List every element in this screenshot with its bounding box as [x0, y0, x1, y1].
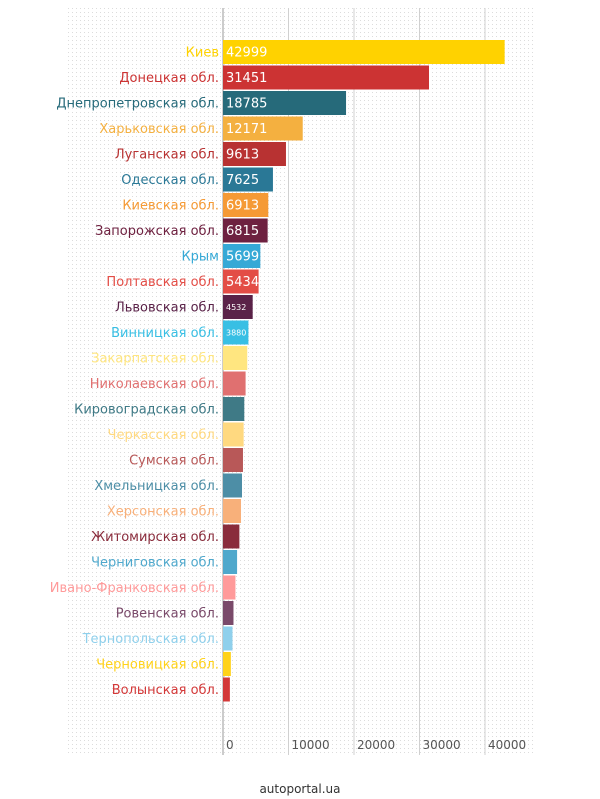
- category-labels: Киев Донецкая обл. Днепропетровская обл. Ха…: [50, 46, 219, 699]
- category-label: Кировоградская обл.: [74, 403, 219, 418]
- bar: [223, 448, 243, 472]
- x-tick-label: 30000: [423, 738, 461, 752]
- category-label: Волынская обл.: [112, 683, 219, 698]
- bar: [223, 91, 347, 115]
- bar: [223, 652, 231, 676]
- bars: [223, 40, 505, 702]
- category-label: Ивано-Франковская обл.: [50, 581, 219, 596]
- category-label: Киевская обл.: [122, 199, 219, 214]
- category-label: Днепропетровская обл.: [56, 97, 219, 112]
- bar: [223, 524, 240, 549]
- bar: [223, 677, 230, 702]
- bar: [223, 269, 259, 294]
- x-axis-ticks: 0 10000 20000 30000 40000: [226, 738, 526, 752]
- bar: [223, 626, 233, 651]
- bar: [223, 167, 273, 192]
- bar: [223, 142, 286, 166]
- category-label: Закарпатская обл.: [91, 352, 219, 367]
- value-label: 5434: [226, 275, 259, 290]
- category-label: Винницкая обл.: [111, 326, 219, 341]
- category-label: Николаевская обл.: [90, 377, 219, 392]
- category-label: Львовская обл.: [115, 301, 219, 316]
- bar: [223, 65, 430, 90]
- category-label: Черниговская обл.: [91, 556, 219, 571]
- category-label: Запорожская обл.: [95, 224, 219, 239]
- source-label: autoportal.ua: [259, 782, 340, 796]
- category-label: Черкасская обл.: [108, 428, 219, 443]
- value-label: 6815: [226, 224, 259, 239]
- bar: [223, 550, 238, 574]
- value-label: 18785: [226, 97, 267, 112]
- value-label: 6913: [226, 199, 259, 214]
- category-label: Тернопольская обл.: [82, 632, 219, 647]
- category-label: Луганская обл.: [115, 148, 219, 163]
- bar: [223, 116, 303, 141]
- bar: [223, 601, 234, 625]
- category-label: Донецкая обл.: [119, 71, 219, 86]
- value-label: 7625: [226, 173, 259, 188]
- category-label: Житомирская обл.: [91, 530, 219, 545]
- bar: [223, 422, 244, 447]
- bar: [223, 295, 253, 319]
- bar: [223, 499, 242, 523]
- value-label: 9613: [226, 148, 259, 163]
- x-tick-label: 10000: [292, 738, 330, 752]
- category-label: Киев: [186, 46, 219, 61]
- x-tick-label: 0: [226, 738, 234, 752]
- bar: [223, 575, 236, 600]
- category-label: Херсонская обл.: [107, 505, 219, 520]
- value-label: 42999: [226, 46, 267, 61]
- bar: [223, 473, 242, 498]
- value-labels: 42999 31451 18785 12171 9613 7625 6913 6815 5699…: [226, 46, 267, 338]
- bar: [223, 397, 245, 421]
- bar: [223, 371, 246, 396]
- bar: [223, 40, 505, 64]
- value-label: 3880: [226, 329, 246, 338]
- category-label: Крым: [181, 250, 219, 265]
- category-label: Ровенская обл.: [116, 607, 219, 622]
- value-label: 31451: [226, 71, 267, 86]
- value-label: 5699: [226, 250, 259, 265]
- category-label: Одесская обл.: [121, 173, 219, 188]
- category-label: Черновицкая обл.: [96, 658, 219, 673]
- value-label: 4532: [226, 303, 246, 312]
- category-label: Полтавская обл.: [106, 275, 219, 290]
- x-tick-label: 40000: [488, 738, 526, 752]
- category-label: Харьковская обл.: [99, 122, 219, 137]
- bar: [223, 320, 249, 345]
- bar: [223, 244, 261, 268]
- bar: [223, 218, 268, 243]
- value-label: 12171: [226, 122, 267, 137]
- category-label: Сумская обл.: [129, 454, 219, 469]
- bar: [223, 346, 248, 370]
- category-label: Хмельницкая обл.: [94, 479, 219, 494]
- bar: [223, 193, 269, 217]
- x-tick-label: 20000: [357, 738, 395, 752]
